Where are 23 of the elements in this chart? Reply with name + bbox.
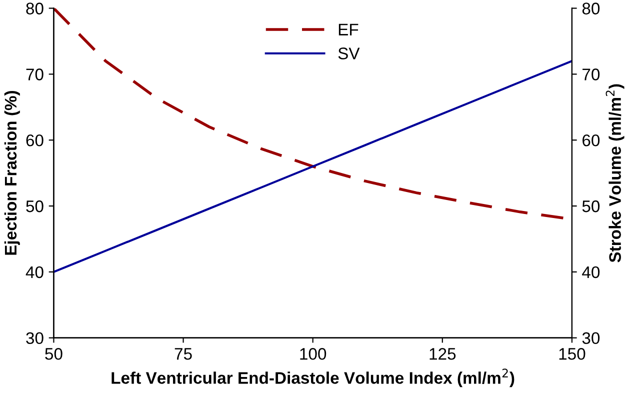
- line-series: [54, 60, 572, 273]
- y-tick-label: 30: [26, 332, 44, 344]
- x-tick-label: 100: [300, 348, 326, 360]
- y2-tick-label: 70: [582, 68, 600, 80]
- x-tick-label: 125: [430, 348, 456, 360]
- legend-label: EF: [338, 24, 358, 36]
- y-tick-label: 60: [26, 134, 44, 146]
- y2-tick-label: 80: [582, 2, 600, 14]
- y-tick-label: 70: [26, 68, 44, 80]
- y2-tick-label: 50: [582, 200, 600, 212]
- y-axis-title: Ejection Fraction (%): [4, 90, 20, 255]
- x-axis-title: Left Ventricular End-Diastole Volume Index (ml/m$^{2}$): [112, 368, 514, 388]
- y-tick-label: 40: [26, 266, 44, 278]
- y-tick-label: 50: [26, 200, 44, 212]
- y2-tick-label: 30: [582, 332, 600, 344]
- x-tick-label: 75: [174, 348, 192, 360]
- y2-tick-label: 60: [582, 134, 600, 146]
- y-tick-label: 80: [26, 2, 44, 14]
- legend-label: SV: [338, 48, 360, 60]
- y2-tick-label: 40: [582, 266, 600, 278]
- y2-axis-title: Stroke Volume (ml/m$^{2}$): [606, 84, 624, 262]
- x-tick-label: 150: [559, 348, 586, 360]
- x-tick-label: 50: [45, 348, 62, 360]
